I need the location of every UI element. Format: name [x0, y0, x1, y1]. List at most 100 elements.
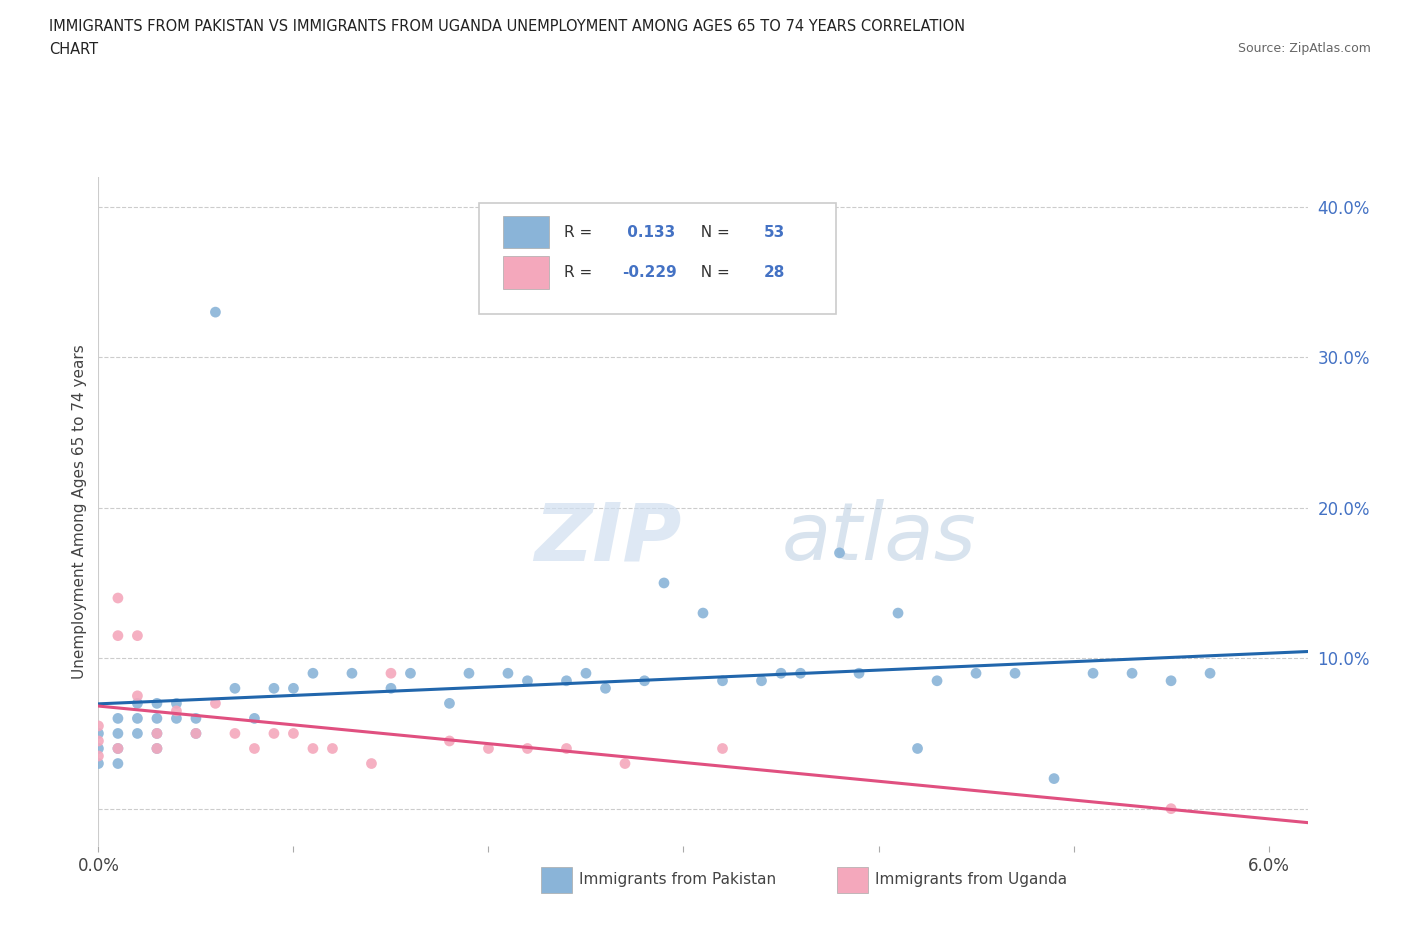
Point: [828, 545, 851, 560]
Text: Source: ZipAtlas.com: Source: ZipAtlas.com: [1237, 42, 1371, 55]
Point: [516, 673, 538, 688]
Point: [321, 741, 343, 756]
Point: [907, 741, 929, 756]
Point: [652, 576, 675, 591]
Point: [1160, 673, 1182, 688]
Point: [127, 711, 149, 725]
Text: R =: R =: [564, 225, 598, 240]
Point: [263, 726, 285, 741]
Point: [516, 741, 538, 756]
Point: [633, 673, 655, 688]
Point: [555, 741, 578, 756]
Text: ZIP: ZIP: [534, 499, 681, 578]
Point: [107, 628, 129, 643]
Point: [184, 726, 207, 741]
Point: [887, 605, 910, 620]
Point: [380, 666, 402, 681]
FancyBboxPatch shape: [479, 204, 837, 314]
Point: [1121, 666, 1143, 681]
Point: [789, 666, 811, 681]
Point: [165, 703, 187, 718]
Point: [107, 711, 129, 725]
Point: [87, 726, 110, 741]
Point: [769, 666, 792, 681]
Point: [399, 666, 422, 681]
Point: [477, 741, 499, 756]
Point: [439, 734, 461, 749]
Point: [575, 666, 598, 681]
Text: 28: 28: [763, 265, 785, 280]
Point: [204, 305, 226, 320]
Text: R =: R =: [564, 265, 598, 280]
Point: [614, 756, 637, 771]
Point: [107, 756, 129, 771]
Point: [146, 726, 169, 741]
Point: [302, 741, 325, 756]
Point: [1199, 666, 1222, 681]
Point: [439, 696, 461, 711]
Text: atlas: atlas: [782, 499, 976, 578]
Point: [555, 673, 578, 688]
Point: [165, 696, 187, 711]
Point: [146, 741, 169, 756]
Point: [224, 681, 246, 696]
Text: Immigrants from Pakistan: Immigrants from Pakistan: [579, 872, 776, 887]
Point: [146, 726, 169, 741]
Point: [127, 628, 149, 643]
Point: [380, 681, 402, 696]
Point: [458, 666, 481, 681]
Point: [127, 726, 149, 741]
Point: [283, 681, 305, 696]
Point: [711, 673, 734, 688]
Point: [692, 605, 714, 620]
Text: 53: 53: [763, 225, 785, 240]
Text: IMMIGRANTS FROM PAKISTAN VS IMMIGRANTS FROM UGANDA UNEMPLOYMENT AMONG AGES 65 TO: IMMIGRANTS FROM PAKISTAN VS IMMIGRANTS F…: [49, 19, 966, 33]
Point: [1004, 666, 1026, 681]
Point: [595, 681, 617, 696]
Point: [87, 741, 110, 756]
Point: [184, 711, 207, 725]
Point: [224, 726, 246, 741]
Point: [87, 719, 110, 734]
FancyBboxPatch shape: [503, 257, 550, 288]
Text: 0.133: 0.133: [621, 225, 675, 240]
Point: [146, 741, 169, 756]
Point: [107, 741, 129, 756]
Point: [751, 673, 773, 688]
Point: [184, 726, 207, 741]
Text: CHART: CHART: [49, 42, 98, 57]
Point: [360, 756, 382, 771]
Point: [1160, 802, 1182, 817]
Point: [340, 666, 363, 681]
Point: [107, 741, 129, 756]
Text: Immigrants from Uganda: Immigrants from Uganda: [875, 872, 1067, 887]
Point: [107, 591, 129, 605]
Point: [165, 711, 187, 725]
Point: [87, 749, 110, 764]
Point: [204, 696, 226, 711]
Point: [87, 756, 110, 771]
Point: [146, 711, 169, 725]
Y-axis label: Unemployment Among Ages 65 to 74 years: Unemployment Among Ages 65 to 74 years: [72, 344, 87, 679]
Point: [127, 696, 149, 711]
Text: N =: N =: [690, 265, 734, 280]
Point: [496, 666, 519, 681]
Point: [87, 734, 110, 749]
Point: [302, 666, 325, 681]
Point: [925, 673, 948, 688]
Point: [107, 726, 129, 741]
Point: [711, 741, 734, 756]
Point: [965, 666, 987, 681]
Point: [243, 741, 266, 756]
Point: [283, 726, 305, 741]
Text: N =: N =: [690, 225, 734, 240]
Point: [263, 681, 285, 696]
Point: [1081, 666, 1104, 681]
FancyBboxPatch shape: [503, 216, 550, 248]
Text: -0.229: -0.229: [621, 265, 676, 280]
Point: [848, 666, 870, 681]
Point: [127, 688, 149, 703]
Point: [1043, 771, 1066, 786]
Point: [243, 711, 266, 725]
Point: [146, 696, 169, 711]
